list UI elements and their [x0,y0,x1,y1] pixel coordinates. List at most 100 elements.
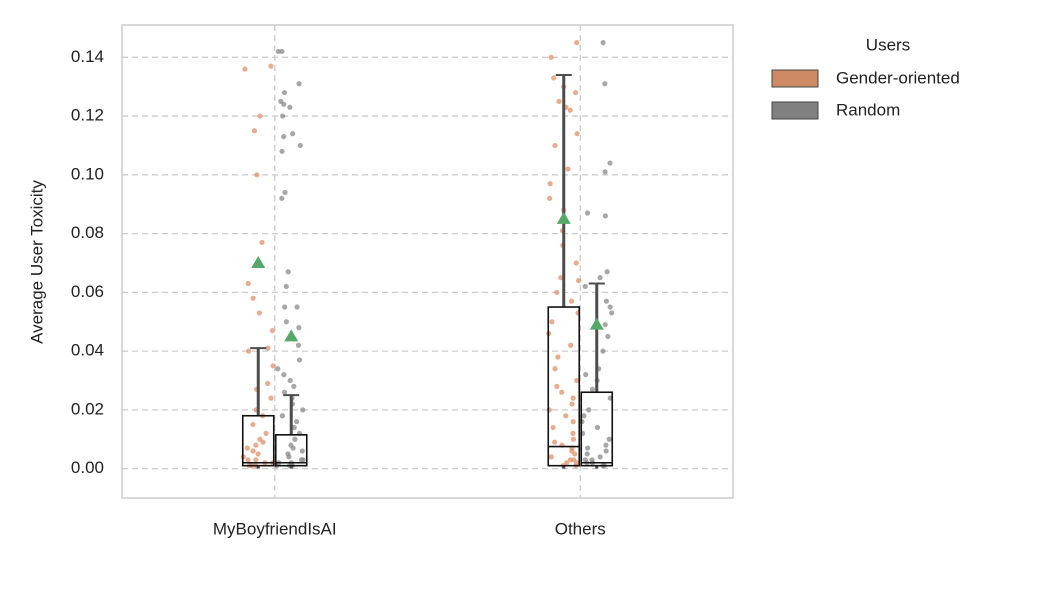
plot-frame [121,24,734,499]
strip-point [254,172,260,178]
strip-point [603,298,610,304]
legend-patch [771,69,819,88]
strip-point [279,413,286,419]
strip-point [287,104,293,110]
strip-point [253,442,259,448]
strip-point [265,380,271,387]
strip-point [260,439,266,445]
strip-point [570,436,577,442]
strip-point [605,333,611,340]
strip-point [574,40,580,46]
strip-point [567,107,573,113]
strip-point [584,451,590,457]
strip-point [263,430,269,436]
strip-point [281,89,288,96]
x-tick-label: Others [555,519,606,538]
strip-point [597,454,603,460]
strip-point [600,40,606,46]
strip-point [270,363,276,369]
strip-point [279,148,285,154]
strip-point [585,445,591,451]
strip-point [604,269,610,275]
strip-point [573,260,579,266]
strip-point [296,325,302,331]
strip-point [603,442,609,448]
strip-point [296,81,302,87]
strip-point [255,451,261,457]
legend-title: Users [866,35,910,54]
strip-point [244,445,250,451]
strip-point [281,101,287,107]
strip-point [589,386,596,392]
strip-point [299,448,305,454]
strip-point [290,445,296,451]
strip-point [253,457,259,463]
strip-point [294,304,300,310]
strip-point [286,454,292,460]
mean-marker [284,329,299,342]
strip-point [556,98,562,104]
strip-point [559,389,565,395]
box [580,391,614,467]
strip-point [259,239,265,246]
x-tick-label: MyBoyfriendIsAI [213,519,337,538]
y-tick-label: 0.06 [71,282,104,301]
strip-point [607,160,613,166]
strip-point [570,419,576,425]
strip-point [564,460,570,466]
strip-point [552,439,558,445]
strip-point [269,327,275,334]
strip-point [282,189,288,196]
strip-point [275,48,281,55]
strip-point [250,295,256,301]
legend-patch [771,101,819,120]
strip-point [245,280,251,287]
strip-point [572,89,579,96]
strip-point [570,430,576,436]
strip-point [597,275,603,281]
strip-point [550,424,556,431]
strip-point [279,48,285,55]
box [274,434,308,467]
mean-marker [556,211,571,224]
strip-point [555,354,561,360]
strip-point [574,377,580,384]
strip-point [265,345,271,351]
strip-point [285,269,291,275]
strip-point [296,357,303,363]
strip-point [607,304,613,310]
strip-point [300,407,306,413]
strip-point [586,407,592,413]
mean-marker [251,255,266,268]
strip-point [602,322,608,328]
strip-point [298,457,305,463]
strip-point [279,195,285,201]
strip-point [547,195,553,201]
strip-point [295,342,302,348]
strip-point [576,277,582,284]
strip-point [275,366,281,372]
strip-point [257,113,263,119]
box [547,306,581,467]
strip-point [602,81,608,87]
y-tick-label: 0.02 [71,399,104,418]
strip-point [574,131,580,137]
strip-point [594,424,601,431]
strip-point [581,413,587,419]
strip-point [554,289,560,295]
strip-point [582,283,588,290]
strip-point [250,448,256,454]
y-tick-label: 0.14 [71,47,104,66]
y-tick-label: 0.12 [71,106,104,125]
strip-point [256,310,263,316]
strip-point [281,389,288,395]
strip-point [552,366,558,372]
mean-marker [589,317,604,330]
strip-point [282,304,288,310]
strip-point [584,210,591,216]
y-tick-label: 0.08 [71,223,104,242]
y-axis-label: Average User Toxicity [27,180,46,344]
strip-point [287,377,293,384]
strip-point [558,275,564,281]
